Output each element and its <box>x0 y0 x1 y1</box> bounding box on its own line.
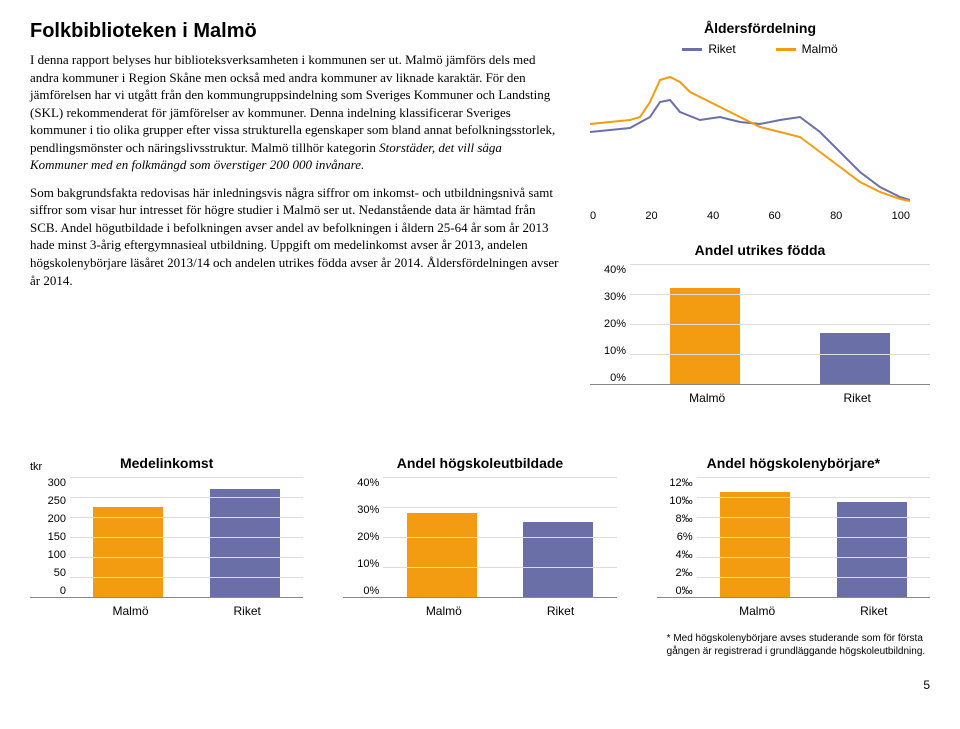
page-title: Folkbiblioteken i Malmö <box>30 20 560 43</box>
bar <box>670 288 740 384</box>
chart-title: Medelinkomst <box>30 455 303 471</box>
highly-educated-chart: Andel högskoleutbildade 40%30%20%10%0% M… <box>343 455 616 658</box>
bar <box>523 522 593 597</box>
legend-swatch-malmo <box>776 48 796 51</box>
legend-label: Malmö <box>802 42 838 56</box>
y-axis-ticks: 40%30%20%10%0% <box>590 264 626 384</box>
chart-title: Andel högskolenybörjare* <box>657 455 930 471</box>
income-chart: Medelinkomst tkr 300250200150100500 Malm… <box>30 455 303 658</box>
age-distribution-chart: Åldersfördelning Riket Malmö 0 20 40 60 … <box>590 20 930 222</box>
y-axis-ticks: 12‰10‰8‰6%4‰2‰0‰ <box>657 477 693 597</box>
beginners-chart: Andel högskolenybörjare* 12‰10‰8‰6%4‰2‰0… <box>657 455 930 658</box>
foreign-born-chart: Andel utrikes födda 40%30%20%10%0% Malmö… <box>590 242 930 405</box>
bar <box>407 513 477 597</box>
bar-labels: MalmöRiket <box>657 604 930 618</box>
legend-swatch-riket <box>682 48 702 51</box>
footnote: * Med högskolenybörjare avses studerande… <box>667 632 930 658</box>
y-unit: tkr <box>30 461 42 473</box>
y-axis-ticks: 40%30%20%10%0% <box>343 477 379 597</box>
bar-labels: MalmöRiket <box>590 391 930 405</box>
bar <box>210 489 280 597</box>
line-chart-svg <box>590 62 910 202</box>
x-axis-ticks: 0 20 40 60 80 100 <box>590 210 910 222</box>
bar <box>720 492 790 597</box>
bar <box>820 333 890 384</box>
legend-label: Riket <box>708 42 735 56</box>
bar <box>93 507 163 597</box>
body-text: I denna rapport belyses hur biblioteksve… <box>30 51 560 289</box>
bar-labels: MalmöRiket <box>30 604 303 618</box>
chart-title: Andel utrikes födda <box>590 242 930 258</box>
chart-title: Andel högskoleutbildade <box>343 455 616 471</box>
y-axis-ticks: 300250200150100500 <box>30 477 66 597</box>
para2: Som bakgrundsfakta redovisas här inledni… <box>30 184 560 289</box>
page-number: 5 <box>30 678 930 692</box>
bar-labels: MalmöRiket <box>343 604 616 618</box>
chart-title: Åldersfördelning <box>590 20 930 36</box>
chart-legend: Riket Malmö <box>590 42 930 56</box>
